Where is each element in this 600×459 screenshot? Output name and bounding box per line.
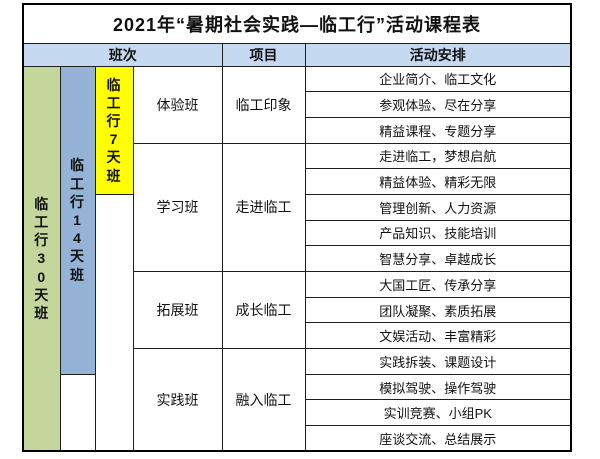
activity-row: 参观体验、尽在分享 <box>304 91 572 118</box>
activity-row: 模拟驾驶、操作驾驶 <box>304 373 572 401</box>
class-name-tuozhan: 拓展班 <box>132 270 223 350</box>
activity-row: 大国工匠、传承分享 <box>304 271 572 298</box>
activity-row: 管理创新、人力资源 <box>304 193 572 221</box>
project-chengzhang-lingong: 成长临工 <box>221 270 306 350</box>
project-zoujin-lingong: 走进临工 <box>221 142 306 273</box>
activity-row: 团队凝聚、素质拓展 <box>304 296 572 324</box>
class-col-14day: 临 工 行 1 4 天 班 <box>59 65 96 375</box>
project-rongru-lingong: 融入临工 <box>221 348 306 452</box>
header-project: 项目 <box>221 42 306 67</box>
class-name-tiyan: 体验班 <box>132 65 223 144</box>
activity-row: 走进临工，梦想启航 <box>304 142 572 170</box>
header-class-group: 班次 <box>22 42 223 67</box>
class-name-xuexi: 学习班 <box>132 142 223 273</box>
class-col-7day: 临 工 行 7 天 班 <box>94 65 134 195</box>
activity-row: 实训竞赛、小组PK <box>304 399 572 427</box>
class-name-shijian: 实践班 <box>132 348 223 452</box>
activity-row: 实践拆装、课题设计 <box>304 348 572 375</box>
activity-row: 精益课程、专题分享 <box>304 116 572 144</box>
activity-row: 企业简介、临工文化 <box>304 65 572 93</box>
empty-cell-14day-column <box>59 373 96 452</box>
class-col-30day: 临 工 行 3 0 天 班 <box>22 65 61 452</box>
project-lingong-yinxiang: 临工印象 <box>221 65 306 144</box>
header-arrangement: 活动安排 <box>304 42 572 67</box>
activity-row: 智慧分享、卓越成长 <box>304 245 572 272</box>
activity-row: 精益体验、精彩无限 <box>304 168 572 195</box>
activity-row: 产品知识、技能培训 <box>304 219 572 247</box>
activity-row: 座谈交流、总结展示 <box>304 425 572 452</box>
activity-row: 文娱活动、丰富精彩 <box>304 322 572 350</box>
table-title: 2021年“暑期社会实践—临工行”活动课程表 <box>22 3 572 44</box>
activity-schedule-table: 2021年“暑期社会实践—临工行”活动课程表 班次 项目 活动安排 临 工 行 … <box>22 3 573 453</box>
empty-cell-7day-column <box>94 193 134 452</box>
